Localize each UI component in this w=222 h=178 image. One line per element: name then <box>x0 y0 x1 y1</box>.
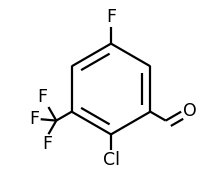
Text: F: F <box>37 88 47 106</box>
Text: Cl: Cl <box>103 151 119 169</box>
Text: F: F <box>106 8 116 26</box>
Text: F: F <box>29 110 39 128</box>
Text: O: O <box>183 102 197 120</box>
Text: F: F <box>43 135 53 153</box>
